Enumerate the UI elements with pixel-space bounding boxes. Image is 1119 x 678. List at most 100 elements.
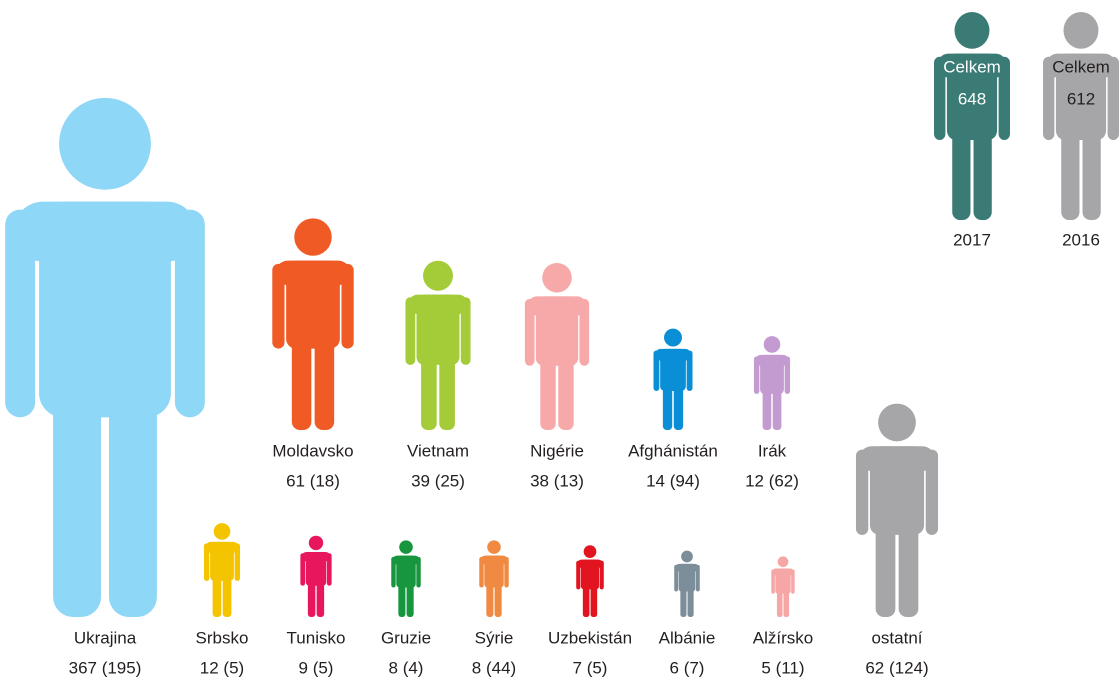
icon-arm	[934, 56, 946, 140]
icon-leg	[952, 124, 971, 220]
legend-total-value: 648	[958, 89, 986, 108]
person-icon	[391, 540, 421, 617]
icon-arm	[855, 449, 869, 535]
icon-leg	[540, 352, 556, 430]
icon-arm	[998, 56, 1010, 140]
person-icon	[524, 262, 590, 430]
category-label: Sýrie	[475, 628, 514, 647]
icon-torso	[655, 348, 691, 361]
legend-year: 2017	[953, 230, 991, 249]
icon-leg	[314, 332, 335, 431]
icon-arm	[174, 209, 205, 418]
icon-arm	[5, 209, 36, 418]
icon-torso	[13, 201, 197, 262]
icon-torso	[772, 568, 794, 576]
icon-head	[777, 556, 789, 568]
icon-arm	[784, 356, 791, 394]
icon-head	[1063, 12, 1099, 49]
icon-head	[399, 540, 413, 554]
icon-arm	[272, 263, 285, 349]
person-icon	[674, 550, 700, 617]
person-icon	[1043, 12, 1119, 220]
icon-torso	[301, 551, 331, 562]
icon-leg	[108, 377, 157, 617]
icon-arm	[925, 449, 939, 535]
icon-torso	[937, 53, 1007, 78]
icon-leg	[439, 351, 455, 431]
category-label: Vietnam	[407, 441, 469, 460]
value-label: 62 (124)	[865, 658, 928, 677]
category-label: Alžírsko	[753, 628, 813, 647]
icon-arm	[391, 556, 396, 588]
icon-leg	[687, 586, 694, 617]
icon-leg	[222, 573, 232, 617]
value-label: 6 (7)	[670, 658, 705, 677]
icon-leg	[316, 579, 325, 617]
legend-total-value: 612	[1067, 89, 1095, 108]
legend-total-label: Celkem	[943, 57, 1001, 76]
icon-leg	[558, 352, 574, 430]
value-label: 7 (5)	[573, 658, 608, 677]
icon-arm	[341, 263, 354, 349]
icon-torso	[859, 446, 935, 471]
person-icon	[203, 523, 241, 617]
value-label: 9 (5)	[299, 658, 334, 677]
person-icon	[479, 540, 509, 617]
icon-torso	[1046, 53, 1116, 78]
person-icon	[771, 556, 795, 618]
icon-leg	[973, 124, 992, 220]
icon-arm	[203, 543, 210, 581]
icon-head	[308, 535, 324, 551]
icon-leg	[680, 586, 687, 617]
category-label: Tunisko	[287, 628, 346, 647]
icon-arm	[234, 543, 241, 581]
category-label: Moldavsko	[272, 441, 353, 460]
category-label: Ukrajina	[74, 628, 137, 647]
icon-leg	[875, 518, 896, 617]
icon-torso	[408, 294, 468, 315]
icon-leg	[406, 581, 414, 617]
icon-arm	[579, 298, 590, 366]
value-label: 14 (94)	[646, 471, 700, 490]
person-icon	[753, 336, 791, 430]
icon-torso	[480, 555, 508, 565]
icon-leg	[53, 377, 102, 617]
icon-leg	[673, 383, 684, 430]
icon-head	[763, 336, 781, 353]
value-label: 367 (195)	[69, 658, 142, 677]
person-icon	[576, 545, 604, 617]
legend-year: 2016	[1062, 230, 1100, 249]
icon-arm	[479, 556, 484, 588]
icon-arm	[300, 553, 306, 586]
icon-arm	[686, 350, 693, 392]
icon-torso	[392, 555, 420, 565]
icon-arm	[771, 569, 775, 594]
person-icon	[934, 12, 1010, 220]
value-label: 38 (13)	[530, 471, 584, 490]
category-label: Nigérie	[530, 441, 584, 460]
icon-leg	[494, 581, 502, 617]
icon-leg	[590, 583, 598, 617]
icon-arm	[326, 553, 332, 586]
person-icon	[855, 403, 939, 617]
icon-arm	[1107, 56, 1119, 140]
icon-head	[583, 545, 597, 558]
icon-arm	[599, 560, 604, 590]
category-label: Irák	[758, 441, 787, 460]
icon-head	[294, 218, 332, 256]
icon-arm	[791, 569, 795, 594]
icon-torso	[205, 541, 239, 553]
icon-arm	[524, 298, 535, 366]
value-label: 39 (25)	[411, 471, 465, 490]
icon-torso	[275, 260, 351, 286]
icon-leg	[398, 581, 406, 617]
category-label: Uzbekistán	[548, 628, 632, 647]
icon-torso	[577, 559, 603, 568]
icon-head	[681, 550, 693, 563]
value-label: 8 (4)	[389, 658, 424, 677]
icon-head	[487, 540, 501, 554]
value-label: 8 (44)	[472, 658, 516, 677]
icon-head	[878, 403, 916, 442]
